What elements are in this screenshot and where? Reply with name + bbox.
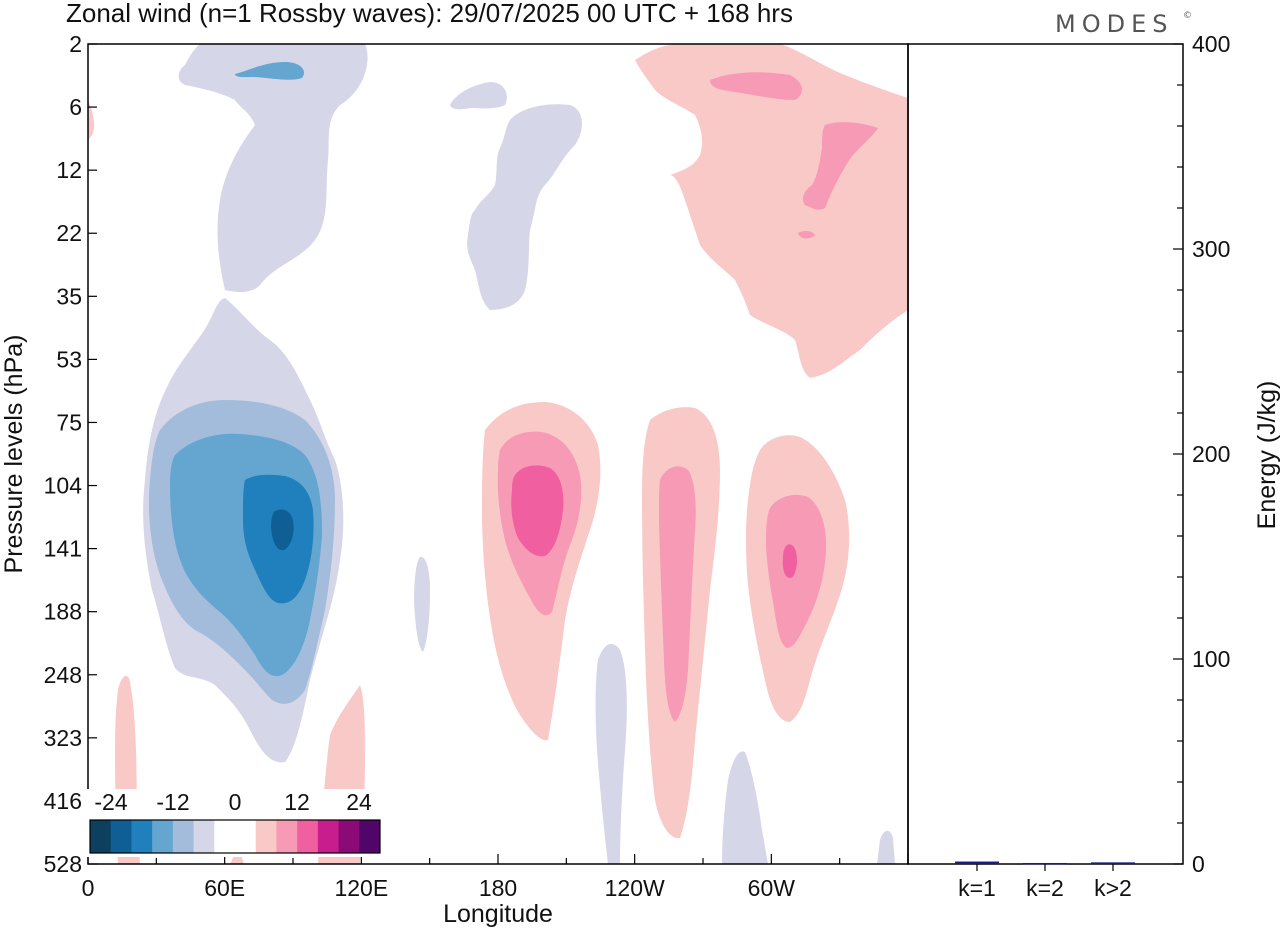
y-tick-label: 528 [44,851,82,877]
colorbar: -24 -12 0 12 24 [86,789,384,857]
colorbar-label: 0 [229,789,242,815]
colorbar-label: 24 [346,789,372,815]
colorbar-swatch [297,820,319,853]
colorbar-label: 12 [284,789,310,815]
energy-panel: 0 100 200 300 400 k=1 k=2 k>2 Energy (J/kg) [907,31,1280,901]
colorbar-swatch [338,820,360,853]
contour-neg-lower-right-edge [877,830,895,864]
contour-pos-upper-right-mid3 [798,230,815,239]
energy-bar [955,861,999,864]
y-tick-label: 104 [44,473,83,499]
contour-neg-upper-mid-small [450,82,507,110]
y-tick-label: 53 [56,346,82,372]
y-tick-label: 35 [56,283,82,309]
y-axis-label: Pressure levels (hPa) [0,335,28,574]
y-tick-label: 22 [56,220,82,246]
energy-axis: 0 100 200 300 400 [1173,31,1230,877]
colorbar-swatch [110,820,132,853]
energy-tick-label: 0 [1192,851,1205,877]
contour-pos-c-3 [782,544,797,578]
contour-neg-main-5 [271,509,294,551]
colorbar-swatch [90,820,112,853]
energy-bar [1091,862,1135,864]
contour-pos-upper-right-mid2 [802,122,878,210]
colorbar-swatches [89,819,381,854]
colorbar-label: -12 [156,789,189,815]
contour-neg-lower-150e [414,556,430,652]
y-tick-label: 416 [44,788,82,814]
x-tick-label: 0 [82,875,95,901]
contour-neg-lower-130w [595,643,627,864]
colorbar-swatch [235,820,257,853]
contour-neg-upper-left [178,44,368,293]
x-tick-label: 60E [204,875,245,901]
y-tick-label: 12 [56,157,82,183]
energy-tick-label: 300 [1192,236,1230,262]
energy-tick-label: 400 [1192,31,1230,57]
colorbar-swatch [276,820,298,853]
colorbar-label: -24 [94,789,127,815]
x-axis-label: Longitude [443,900,553,928]
contour-pos-upper-right-mid1 [710,72,802,100]
energy-frame [907,43,1184,865]
chart-title: Zonal wind (n=1 Rossby waves): 29/07/202… [66,0,793,28]
modes-logo: MODES © [1055,10,1192,38]
x-tick-label: 180 [479,875,517,901]
colorbar-swatch [214,820,236,853]
energy-category-label: k=1 [958,875,996,901]
contour-neg-upper-left-core [235,62,305,80]
y-tick-label: 323 [44,725,82,751]
energy-category-label: k=2 [1026,875,1064,901]
brand-text: MODES [1055,10,1173,38]
y-tick-label: 2 [69,31,82,57]
contour-plot [87,43,909,865]
x-tick-label: 120E [334,875,388,901]
energy-bars [955,861,1135,865]
energy-axis-label: Energy (J/kg) [1253,381,1280,530]
colorbar-frame [89,819,381,854]
energy-tick-label: 200 [1192,441,1230,467]
contour-neg-lower-70w [722,751,768,864]
colorbar-labels: -24 -12 0 12 24 [94,789,372,815]
x-tick-label: 120W [605,875,665,901]
colorbar-swatch [317,820,340,853]
energy-categories: k=1 k=2 k>2 [958,864,1132,901]
contour-pos-b-2 [659,466,696,722]
contour-pos-c-2 [766,494,827,648]
y-tick-label: 141 [44,536,82,562]
x-axis: 0 60E 120E 180 120W 60W [82,854,909,901]
y-tick-label: 6 [69,94,82,120]
y-tick-label: 188 [44,599,82,625]
x-tick-label: 60W [748,875,796,901]
contour-neg-upper-mid [467,104,582,310]
energy-bar [1023,862,1067,865]
colorbar-swatch [152,820,174,853]
colorbar-swatch [359,820,381,853]
colorbar-swatch [193,820,215,853]
brand-mark: © [1183,11,1192,21]
colorbar-swatch [131,820,153,853]
y-axis: 2 6 12 22 35 53 75 104 141 188 248 323 416 528 [44,31,97,877]
colorbar-swatch [172,820,195,853]
contour-pos-a-3 [511,465,564,557]
contour-pos-left-edge [88,100,95,140]
colorbar-swatch [255,820,277,853]
y-tick-label: 248 [44,662,82,688]
y-tick-label: 75 [56,409,82,435]
energy-tick-label: 100 [1192,646,1230,672]
energy-category-label: k>2 [1094,875,1132,901]
